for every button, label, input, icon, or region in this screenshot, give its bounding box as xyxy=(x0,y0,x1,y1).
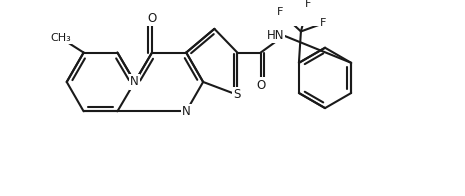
Text: F: F xyxy=(277,7,283,17)
Text: O: O xyxy=(147,12,157,25)
Text: O: O xyxy=(256,79,266,92)
Text: CH₃: CH₃ xyxy=(50,33,71,43)
Text: F: F xyxy=(305,0,312,9)
Text: S: S xyxy=(233,88,241,101)
Text: F: F xyxy=(320,18,326,28)
Text: HN: HN xyxy=(266,29,284,42)
Text: N: N xyxy=(130,75,139,88)
Text: N: N xyxy=(182,105,191,118)
